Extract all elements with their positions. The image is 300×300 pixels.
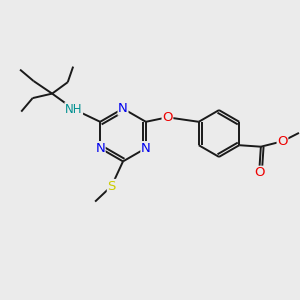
Text: N: N <box>118 102 128 115</box>
Text: N: N <box>95 142 105 155</box>
Text: O: O <box>254 166 265 179</box>
Text: NH: NH <box>65 103 82 116</box>
Text: N: N <box>141 142 151 155</box>
Text: O: O <box>277 135 288 148</box>
Text: O: O <box>162 111 173 124</box>
Text: S: S <box>107 179 116 193</box>
